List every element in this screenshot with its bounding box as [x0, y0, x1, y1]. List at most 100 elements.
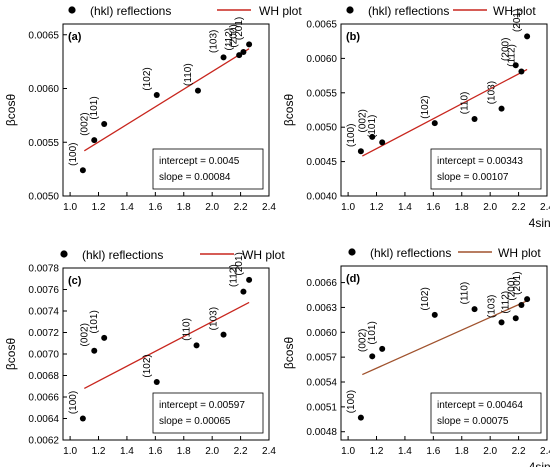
- y-tick-label: 0.0055: [306, 88, 337, 99]
- hkl-label: (102): [420, 95, 431, 118]
- x-tick-label: 1.4: [120, 202, 134, 213]
- x-tick-label: 1.8: [455, 446, 469, 457]
- y-tick-label: 0.0051: [306, 402, 337, 413]
- data-point: [472, 116, 478, 122]
- hkl-label: (103): [209, 307, 220, 330]
- y-tick-label: 0.0064: [28, 414, 59, 425]
- legend-points-label: (hkl) reflections: [368, 4, 449, 18]
- data-point: [101, 121, 107, 127]
- x-tick-label: 2.4: [262, 446, 276, 457]
- x-tick-label: 2.4: [262, 202, 276, 213]
- x-tick-label: 1.2: [370, 202, 384, 213]
- y-tick-label: 0.0065: [28, 30, 59, 41]
- y-axis-title: βcosθ: [4, 338, 18, 371]
- legend-point-icon: [68, 6, 75, 13]
- y-tick-label: 0.0066: [28, 393, 59, 404]
- annotation-text: intercept = 0.00464: [437, 400, 523, 411]
- data-point: [432, 120, 438, 126]
- hkl-label: (101): [89, 310, 100, 333]
- data-point: [369, 353, 375, 359]
- hkl-label: (100): [346, 390, 357, 413]
- x-tick-label: 1.0: [63, 446, 77, 457]
- data-point: [91, 348, 97, 354]
- annotation-box: [153, 149, 263, 189]
- legend-points-label: (hkl) reflections: [82, 248, 163, 262]
- annotation-box: [153, 393, 263, 433]
- legend-points-label: (hkl) reflections: [370, 246, 451, 260]
- annotation-text: slope = 0.00107: [437, 172, 509, 183]
- hkl-label: (103): [209, 30, 220, 53]
- data-point: [518, 302, 524, 308]
- x-tick-label: 2.2: [234, 202, 248, 213]
- data-point: [154, 379, 160, 385]
- x-tick-label: 2.0: [205, 202, 219, 213]
- y-axis-title: βcosθ: [282, 337, 296, 370]
- x-tick-label: 1.2: [92, 446, 106, 457]
- y-axis-title: βcosθ: [4, 94, 18, 127]
- hkl-label: (110): [183, 63, 194, 86]
- x-tick-label: 2.4: [540, 202, 550, 213]
- hkl-label: (102): [420, 287, 431, 310]
- x-tick-label: 2.0: [205, 446, 219, 457]
- y-tick-label: 0.0050: [306, 123, 337, 134]
- hkl-label: (110): [460, 92, 471, 115]
- x-tick-label: 1.4: [120, 446, 134, 457]
- hkl-label: (101): [89, 96, 100, 119]
- y-tick-label: 0.0060: [28, 84, 59, 95]
- data-point: [499, 319, 505, 325]
- data-point: [80, 167, 86, 173]
- data-point: [513, 315, 519, 321]
- x-tick-label: 1.4: [398, 446, 412, 457]
- data-point: [524, 296, 530, 302]
- hkl-label: (201): [234, 252, 245, 275]
- annotation-text: intercept = 0.00597: [159, 400, 245, 411]
- fit-line: [84, 302, 249, 388]
- data-point: [358, 415, 364, 421]
- x-tick-label: 1.4: [398, 202, 412, 213]
- data-point: [499, 106, 505, 112]
- hkl-label: (110): [460, 282, 471, 305]
- data-point: [221, 54, 227, 60]
- data-point: [80, 416, 86, 422]
- annotation-box: [431, 393, 541, 433]
- hkl-label: (100): [346, 124, 357, 147]
- panel-label: (c): [68, 275, 82, 287]
- fit-line: [362, 69, 527, 156]
- x-tick-label: 1.8: [177, 202, 191, 213]
- panel-c: 1.0 1.2 1.4 1.6 1.8 2.0 2.2 2.4 0.0062 0.0064 0.00…: [4, 252, 276, 457]
- data-point: [472, 306, 478, 312]
- y-tick-label: 0.0050: [28, 192, 59, 203]
- y-tick-label: 0.0068: [28, 371, 59, 382]
- legend-points-label: (hkl) reflections: [90, 4, 171, 18]
- y-tick-label: 0.0074: [28, 307, 59, 318]
- hkl-label: (201): [234, 17, 245, 40]
- panel-label: (d): [346, 273, 360, 285]
- hkl-label: (201): [512, 271, 523, 294]
- hkl-label: (101): [367, 115, 378, 138]
- y-tick-label: 0.0065: [306, 20, 337, 31]
- y-tick-label: 0.0060: [306, 328, 337, 339]
- data-point: [518, 68, 524, 74]
- data-point: [91, 137, 97, 143]
- data-point: [154, 92, 160, 98]
- panel-a: 1.0 1.2 1.4 1.6 1.8 2.0 2.2 2.40.00500.00550.00…: [4, 17, 276, 213]
- fit-line: [84, 49, 249, 151]
- annotation-box: [431, 149, 541, 189]
- hkl-label: (101): [367, 321, 378, 344]
- y-tick-label: 0.0066: [306, 278, 337, 289]
- annotation-text: slope = 0.00075: [437, 416, 509, 427]
- hkl-label: (201): [512, 9, 523, 32]
- x-tick-label: 1.8: [177, 446, 191, 457]
- data-point: [432, 312, 438, 318]
- y-tick-label: 0.0060: [306, 54, 337, 65]
- data-point: [240, 49, 246, 55]
- data-point: [524, 33, 530, 39]
- legend-line-label: WH plot: [242, 248, 285, 262]
- y-tick-label: 0.0072: [28, 328, 59, 339]
- y-tick-label: 0.0076: [28, 285, 59, 296]
- legend-point-icon: [348, 248, 355, 255]
- x-tick-label: 1.0: [341, 446, 355, 457]
- x-tick-label: 2.4: [540, 446, 550, 457]
- data-point: [246, 277, 252, 283]
